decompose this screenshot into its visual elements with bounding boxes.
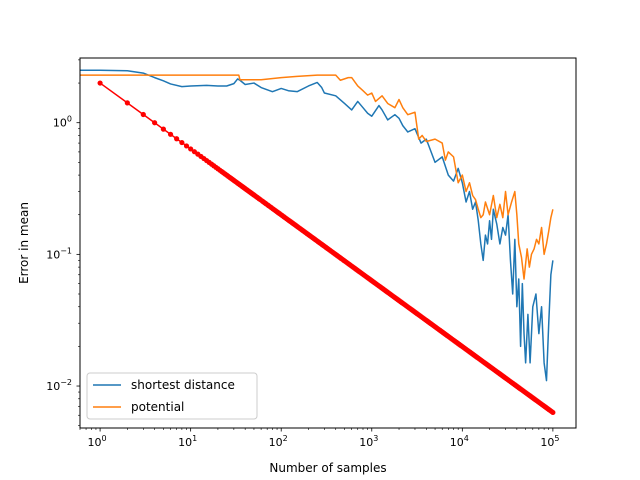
data-point-reference bbox=[97, 80, 103, 86]
x-tick-label: 101 bbox=[178, 434, 197, 449]
series-line-shortest-distance bbox=[80, 69, 554, 382]
x-tick-label: 102 bbox=[269, 434, 288, 449]
plot-frame bbox=[79, 57, 577, 429]
data-point-reference bbox=[188, 146, 194, 152]
x-tick-label: 105 bbox=[540, 434, 559, 449]
data-point-reference bbox=[167, 131, 174, 137]
series-markers-reference bbox=[97, 80, 556, 416]
y-axis-label: Error in mean bbox=[17, 202, 31, 284]
legend-box bbox=[86, 372, 258, 420]
series-layer bbox=[80, 69, 556, 416]
data-point-reference bbox=[183, 143, 190, 149]
data-point-reference bbox=[179, 139, 185, 146]
y-tick-label: 10−2 bbox=[46, 378, 72, 393]
x-axis-label: Number of samples bbox=[269, 461, 386, 475]
series-line-potential bbox=[80, 74, 554, 280]
legend: shortest distance potential bbox=[86, 372, 258, 420]
x-tick-label: 100 bbox=[88, 434, 107, 449]
x-axis: 100 101 102 103 104 105 bbox=[79, 428, 559, 449]
data-point-reference bbox=[550, 409, 556, 416]
y-tick-label: 10−1 bbox=[46, 246, 72, 261]
data-point-reference bbox=[160, 126, 166, 132]
data-point-reference bbox=[140, 111, 146, 118]
legend-label-shortest-distance: shortest distance bbox=[131, 378, 235, 392]
data-point-reference bbox=[174, 136, 180, 142]
x-tick-label: 104 bbox=[450, 434, 469, 449]
legend-label-potential: potential bbox=[131, 400, 184, 414]
data-point-reference bbox=[124, 100, 130, 106]
y-tick-label: 100 bbox=[53, 115, 72, 130]
x-tick-label: 103 bbox=[359, 434, 378, 449]
data-point-reference bbox=[152, 120, 158, 126]
y-axis: 10−2 10−1 100 bbox=[46, 59, 80, 426]
